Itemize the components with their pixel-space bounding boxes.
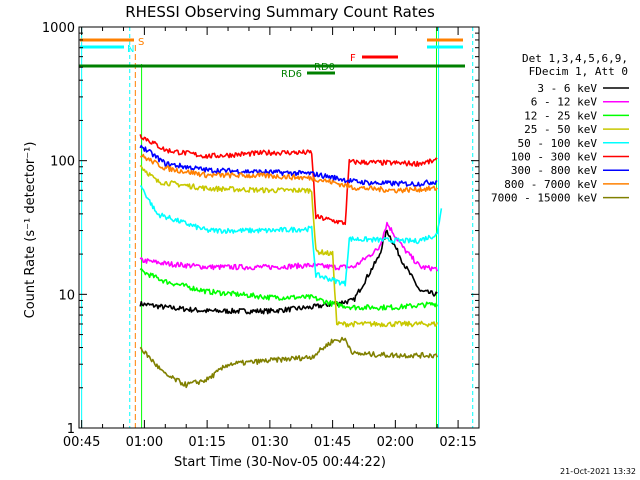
- annotation-label-rd6: RD6: [281, 69, 302, 80]
- annotation-label-s: S: [138, 37, 144, 48]
- legend: Det 1,3,4,5,6,9,FDecim 1, Att 0 3 - 6 keV…: [491, 52, 629, 205]
- legend-label-2: 12 - 25 keV: [524, 109, 597, 122]
- x-axis-title: Start Time (30-Nov-05 00:44:22): [174, 455, 386, 470]
- annotation-label-rd0: RD0: [314, 62, 335, 73]
- y-tick-label-0: 1: [67, 422, 75, 437]
- y-tick-label-2: 100: [50, 155, 75, 170]
- series-2: [139, 268, 438, 311]
- legend-label-5: 100 - 300 keV: [511, 151, 597, 164]
- legend-label-3: 25 - 50 keV: [524, 123, 597, 136]
- x-tick-label-3: 01:30: [251, 435, 288, 450]
- plot-area: SN RD0 RD6 F 1 10 100 1000 00:45 01:00 01:15 01:30 0…: [42, 21, 480, 450]
- legend-label-6: 300 - 800 keV: [511, 164, 597, 177]
- x-tick-label-1: 01:00: [126, 435, 163, 450]
- series-0: [139, 229, 438, 315]
- series-6: [139, 144, 438, 187]
- series-3: [139, 164, 438, 328]
- series-5: [139, 134, 438, 226]
- series-4: [140, 185, 443, 287]
- plot-frame: [78, 26, 480, 429]
- legend-label-7: 800 - 7000 keV: [504, 178, 597, 191]
- series-8: [139, 336, 438, 389]
- footer-timestamp: 21-Oct-2021 13:32: [560, 467, 636, 476]
- legend-header-1: FDecim 1, Att 0: [529, 65, 628, 78]
- y-tick-label-3: 1000: [42, 21, 75, 36]
- legend-header-0: Det 1,3,4,5,6,9,: [522, 52, 628, 65]
- y-tick-label-1: 10: [58, 288, 75, 303]
- series-7: [140, 153, 438, 194]
- series-1: [139, 221, 438, 272]
- x-tick-label-4: 01:45: [314, 435, 351, 450]
- x-tick-label-2: 01:15: [188, 435, 225, 450]
- annotation-label-f: F: [350, 53, 356, 64]
- y-axis-title: Count Rate (s⁻¹ detector⁻¹): [23, 142, 38, 319]
- legend-label-1: 6 - 12 keV: [531, 96, 598, 109]
- legend-label-0: 3 - 6 keV: [537, 82, 597, 95]
- legend-label-8: 7000 - 15000 keV: [491, 192, 597, 205]
- x-tick-label-6: 02:15: [439, 435, 476, 450]
- legend-label-4: 50 - 100 keV: [518, 137, 598, 150]
- x-tick-label-0: 00:45: [63, 435, 100, 450]
- x-tick-label-5: 02:00: [377, 435, 414, 450]
- annotation-label-n: N: [127, 44, 134, 55]
- chart-title: RHESSI Observing Summary Count Rates: [125, 3, 435, 21]
